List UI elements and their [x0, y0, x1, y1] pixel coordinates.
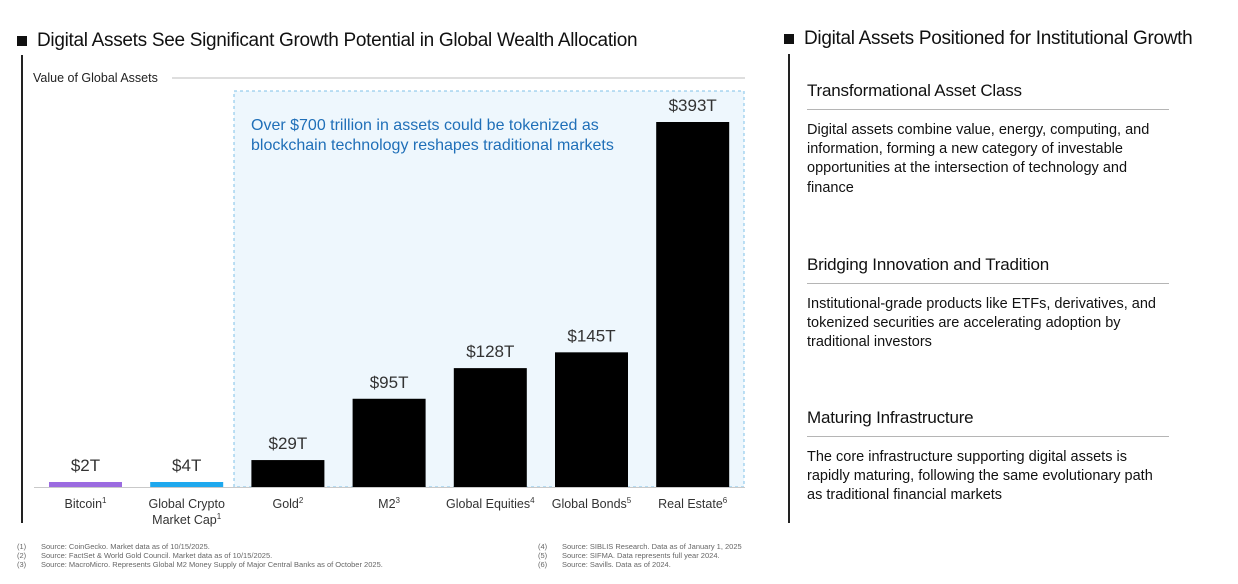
tick-label: Market Cap1 — [152, 512, 222, 527]
bar-chart: Value of Global Assets $2T Bitcoin1 $4T Glo… — [33, 71, 745, 527]
footnote: (5) Source: SIFMA. Data represents full y… — [538, 551, 720, 560]
bar-global-bonds — [555, 352, 628, 487]
footnote-superscript: 6 — [723, 496, 728, 505]
y-axis-label: Value of Global Assets — [33, 71, 158, 85]
tick-label: Bitcoin1 — [65, 496, 108, 511]
section-bridging-innovation: Bridging Innovation and Tradition Instit… — [807, 255, 1169, 353]
right-divider-line — [788, 54, 790, 523]
bar-bitcoin — [49, 482, 122, 487]
footnote: (4) Source: SIBLIS Research. Data as of J… — [538, 542, 742, 551]
right-heading-text: Digital Assets Positioned for Institutio… — [804, 28, 1193, 49]
tick-label: Global Crypto — [148, 497, 224, 511]
section-body: The core infrastructure supporting digit… — [807, 449, 1153, 504]
bar-global-crypto — [150, 482, 224, 487]
bar-global-equities — [453, 368, 527, 487]
footnote: (3) Source: MacroMicro. Represents Global… — [17, 560, 383, 569]
footnote: (1) Source: CoinGecko. Market data as of … — [17, 542, 210, 551]
left-divider-line — [21, 55, 23, 523]
tick-label: Gold2 — [272, 496, 303, 511]
tick-label: Global Equities4 — [446, 496, 535, 511]
footnote-superscript: 5 — [627, 496, 632, 505]
footnotes-left: (1) Source: CoinGecko. Market data as of … — [17, 542, 383, 569]
footnote-superscript: 4 — [530, 496, 535, 505]
section-transformational-asset-class: Transformational Asset Class Digital ass… — [807, 81, 1169, 198]
bullet-square-icon — [784, 34, 794, 44]
callout-text: Over $700 trillion in assets could be to… — [251, 117, 614, 154]
section-title: Transformational Asset Class — [807, 81, 1169, 110]
footnote: (2) Source: FactSet & World Gold Council.… — [17, 551, 273, 560]
tick-label: Global Bonds5 — [552, 496, 632, 511]
right-section-heading: Digital Assets Positioned for Institutio… — [784, 28, 1193, 50]
data-label: $128T — [466, 342, 514, 361]
left-section-heading: Digital Assets See Significant Growth Po… — [17, 30, 638, 52]
bar-real-estate — [656, 122, 730, 487]
section-title: Maturing Infrastructure — [807, 408, 1169, 437]
tick-label: M23 — [378, 496, 400, 511]
data-label: $145T — [567, 326, 615, 345]
footnote-superscript: 2 — [299, 496, 304, 505]
section-body: Institutional-grade products like ETFs, … — [807, 296, 1156, 351]
bar-gold — [251, 460, 325, 487]
section-maturing-infrastructure: Maturing Infrastructure The core infrast… — [807, 408, 1169, 506]
left-heading-text: Digital Assets See Significant Growth Po… — [37, 30, 638, 51]
footnote-superscript: 3 — [396, 496, 401, 505]
data-label: $2T — [71, 456, 100, 475]
bar-m2 — [352, 398, 426, 487]
footnote: (6) Source: Savills. Data as of 2024. — [538, 560, 671, 569]
section-body: Digital assets combine value, energy, co… — [807, 122, 1150, 196]
bullet-square-icon — [17, 36, 27, 46]
footnote-superscript: 1 — [102, 496, 107, 505]
section-title: Bridging Innovation and Tradition — [807, 255, 1169, 284]
data-label: $393T — [669, 96, 717, 115]
data-label: $4T — [172, 456, 201, 475]
data-label: $29T — [269, 434, 308, 453]
data-label: $95T — [370, 373, 409, 392]
footnote-superscript: 1 — [217, 512, 222, 521]
footnotes-right: (4) Source: SIBLIS Research. Data as of J… — [538, 542, 742, 569]
tick-label: Real Estate6 — [658, 496, 728, 511]
